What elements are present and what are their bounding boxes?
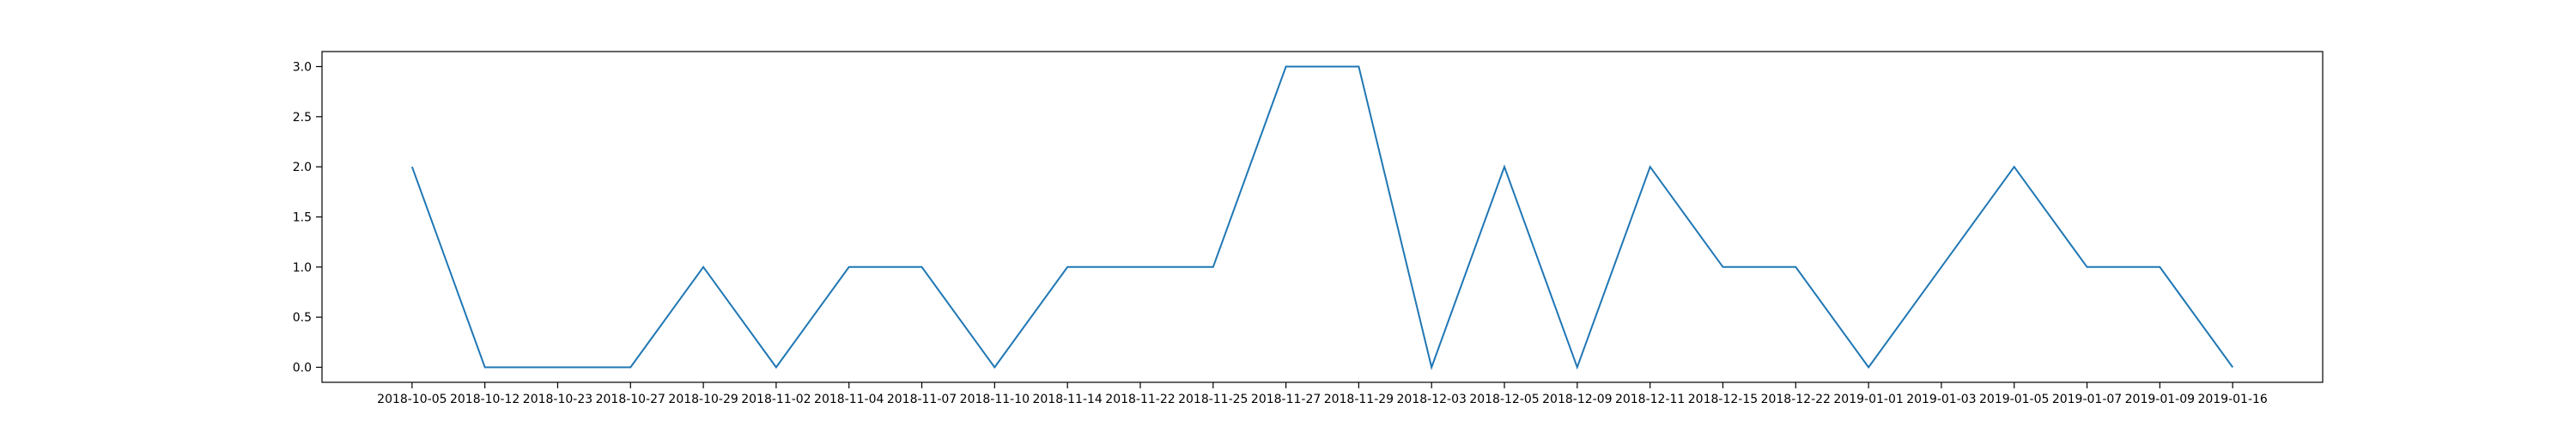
data-point xyxy=(775,366,778,369)
plot-frame xyxy=(321,51,2324,383)
data-point xyxy=(2086,265,2089,269)
x-tick-label: 2018-11-22 xyxy=(1105,393,1175,406)
data-point xyxy=(702,265,705,269)
data-point xyxy=(2013,165,2016,168)
x-tick-label: 2019-01-09 xyxy=(2125,393,2195,406)
y-tick-label: 3.0 xyxy=(293,61,312,75)
plot-area: 0.0 0.5 1.0 1.5 2.0 2.5 3.0 2018-10-05 2018-10-1… xyxy=(293,51,2324,406)
x-tick-label: 2018-12-09 xyxy=(1542,393,1612,406)
y-tick-label: 1.0 xyxy=(293,261,312,275)
data-point xyxy=(410,165,414,168)
data-point xyxy=(1139,265,1142,269)
data-point xyxy=(1867,366,1870,369)
data-point xyxy=(920,265,924,269)
data-point xyxy=(629,366,632,369)
x-tick-label: 2018-11-25 xyxy=(1178,393,1248,406)
x-tick-label: 2018-10-05 xyxy=(377,393,447,406)
x-tick-label: 2018-11-10 xyxy=(960,393,1030,406)
data-point xyxy=(2158,265,2161,269)
data-point xyxy=(1721,265,1724,269)
series-line xyxy=(410,65,2234,370)
data-point xyxy=(1212,265,1215,269)
data-point xyxy=(1285,65,1288,69)
data-point xyxy=(848,265,851,269)
y-tick-label: 1.5 xyxy=(293,211,312,225)
x-tick-label: 2018-12-22 xyxy=(1761,393,1831,406)
x-tick-label: 2019-01-01 xyxy=(1833,393,1903,406)
data-point xyxy=(993,366,996,369)
x-tick-label: 2018-12-11 xyxy=(1615,393,1685,406)
x-tick-label: 2019-01-16 xyxy=(2197,393,2267,406)
data-point xyxy=(1940,265,1943,269)
y-tick-label: 2.0 xyxy=(293,161,312,174)
x-tick-label: 2018-10-29 xyxy=(668,393,738,406)
x-tick-label: 2018-10-27 xyxy=(596,393,665,406)
y-tick-label: 0.5 xyxy=(293,311,312,325)
data-point xyxy=(1503,165,1506,168)
data-point xyxy=(1357,65,1360,69)
x-tick-label: 2018-12-05 xyxy=(1469,393,1539,406)
data-point xyxy=(1066,265,1069,269)
x-tick-label: 2019-01-03 xyxy=(1906,393,1976,406)
y-tick-label: 0.0 xyxy=(293,362,312,375)
x-tick-label: 2018-11-27 xyxy=(1251,393,1321,406)
y-tick-label: 2.5 xyxy=(293,111,312,125)
data-point xyxy=(1649,165,1652,168)
x-tick-label: 2018-11-04 xyxy=(814,393,884,406)
data-point xyxy=(2231,366,2234,369)
x-tick-label: 2018-11-14 xyxy=(1032,393,1102,406)
data-point xyxy=(1576,366,1579,369)
x-tick-label: 2018-11-07 xyxy=(887,393,957,406)
data-point xyxy=(556,366,559,369)
data-point xyxy=(1794,265,1797,269)
x-tick-label: 2018-12-03 xyxy=(1397,393,1467,406)
x-tick-label: 2018-11-29 xyxy=(1324,393,1394,406)
x-tick-label: 2018-10-12 xyxy=(450,393,519,406)
x-tick-label: 2019-01-07 xyxy=(2052,393,2122,406)
x-tick-label: 2019-01-05 xyxy=(1979,393,2049,406)
data-point xyxy=(483,366,487,369)
x-tick-label: 2018-12-15 xyxy=(1688,393,1758,406)
x-tick-label: 2018-11-02 xyxy=(741,393,811,406)
data-point xyxy=(1430,366,1433,369)
x-tick-label: 2018-10-23 xyxy=(523,393,592,406)
